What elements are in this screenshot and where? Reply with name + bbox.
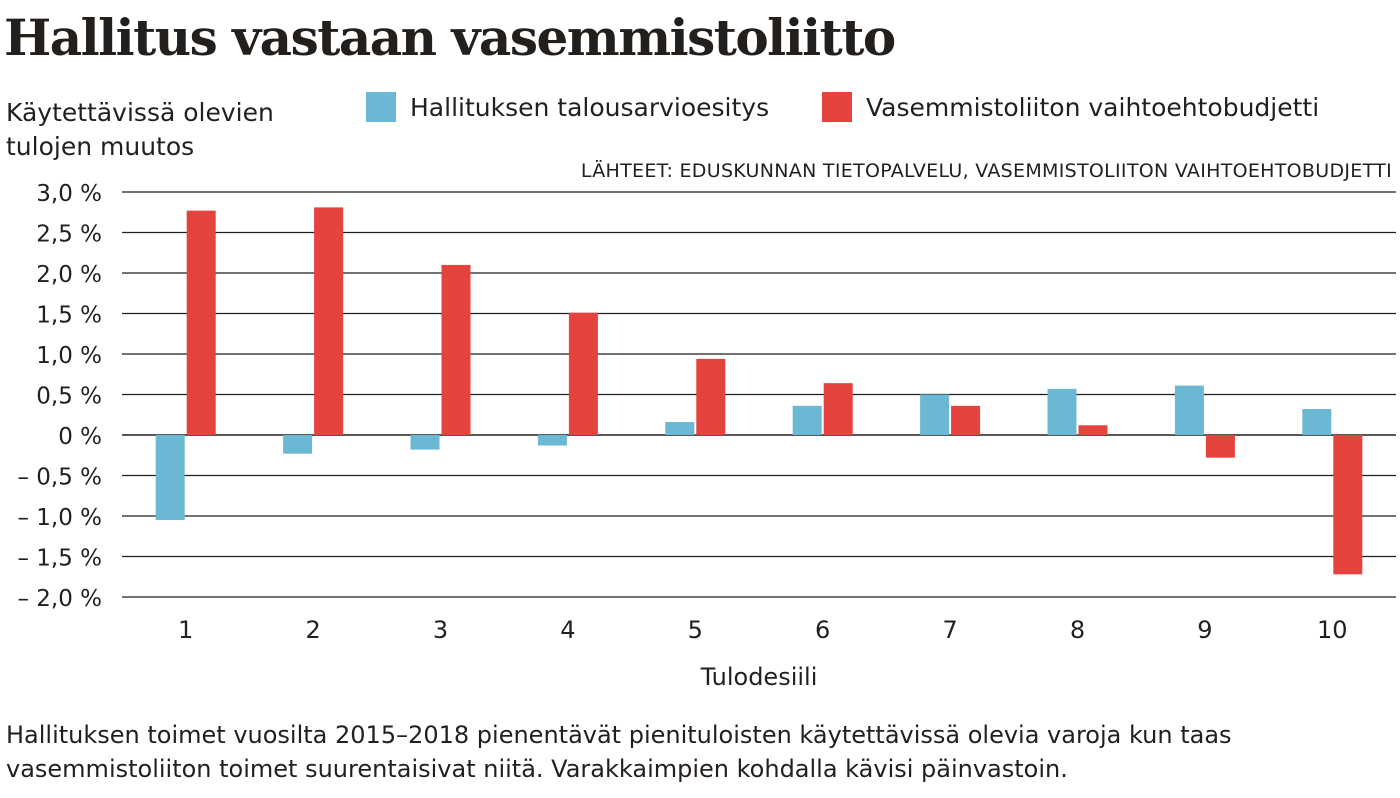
- bar-hallitus: [155, 435, 185, 521]
- bar-hallitus: [792, 405, 822, 435]
- y-tick-label: 1,0 %: [36, 343, 102, 369]
- x-tick-label: 10: [1317, 616, 1348, 644]
- x-tick-label: 4: [560, 616, 575, 644]
- y-axis-label: Käytettävissä olevien tulojen muutos: [6, 98, 274, 161]
- y-tick-label: 2,0 %: [36, 262, 102, 288]
- y-tick-label: 1,5 %: [36, 303, 102, 329]
- y-tick-label: – 2,0 %: [17, 586, 102, 612]
- bar-vasemmistoliitto: [823, 383, 853, 435]
- bar-vasemmistoliitto: [696, 358, 726, 435]
- bar-hallitus: [920, 394, 950, 435]
- y-tick-label: 0,5 %: [36, 384, 102, 410]
- bar-vasemmistoliitto: [1333, 435, 1363, 575]
- bar-chart: 3,0 % 2,5 % 2,0 % 1,5 % 1,0 % 0,5 % 0 % – 0,5 %…: [17, 181, 1396, 691]
- x-tick-label: 1: [178, 616, 193, 644]
- legend-label-vasemmistoliitto: Vasemmistoliiton vaihtoehtobudjetti: [866, 92, 1320, 122]
- bar-vasemmistoliitto: [314, 207, 344, 435]
- bar-vasemmistoliitto: [568, 312, 598, 435]
- legend-swatch-vasemmistoliitto: [822, 92, 852, 122]
- x-axis-label: Tulodesiili: [700, 663, 818, 691]
- bar-hallitus: [1047, 388, 1077, 435]
- y-tick-label: – 1,0 %: [17, 505, 102, 531]
- bar-hallitus: [1302, 409, 1332, 435]
- x-tick-label: 8: [1070, 616, 1085, 644]
- bar-hallitus: [410, 435, 440, 450]
- source-note: LÄHTEET: EDUSKUNNAN TIETOPALVELU, VASEMM…: [580, 160, 1392, 182]
- legend-item-hallitus: Hallituksen talousarvioesitys: [366, 92, 769, 122]
- bar-vasemmistoliitto: [186, 210, 216, 435]
- bar-hallitus: [537, 435, 567, 446]
- legend-label-hallitus: Hallituksen talousarvioesitys: [410, 92, 770, 122]
- bar-hallitus: [283, 435, 313, 454]
- y-tick-label: 3,0 %: [36, 181, 102, 207]
- y-tick-label: – 0,5 %: [17, 465, 102, 491]
- x-tick-label: 2: [305, 616, 320, 644]
- y-tick-label: 0 %: [58, 424, 102, 450]
- legend-item-vasemmistoliitto: Vasemmistoliiton vaihtoehtobudjetti: [822, 92, 1319, 122]
- y-tick-label: – 1,5 %: [17, 546, 102, 572]
- bar-hallitus: [665, 422, 695, 435]
- x-tick-label: 5: [688, 616, 703, 644]
- bar-hallitus: [1174, 385, 1204, 435]
- bar-vasemmistoliitto: [1205, 435, 1235, 458]
- caption: Hallituksen toimet vuosilta 2015–2018 pi…: [6, 721, 1232, 783]
- bar-vasemmistoliitto: [441, 264, 471, 435]
- y-tick-label: 2,5 %: [36, 222, 102, 248]
- bar-vasemmistoliitto: [1078, 425, 1108, 435]
- legend-swatch-hallitus: [366, 92, 396, 122]
- x-tick-label: 3: [433, 616, 448, 644]
- x-tick-label: 7: [942, 616, 957, 644]
- x-tick-label: 9: [1197, 616, 1212, 644]
- chart-title: Hallitus vastaan vasemmistoliitto: [4, 8, 896, 67]
- x-tick-label: 6: [815, 616, 830, 644]
- bar-vasemmistoliitto: [951, 405, 981, 435]
